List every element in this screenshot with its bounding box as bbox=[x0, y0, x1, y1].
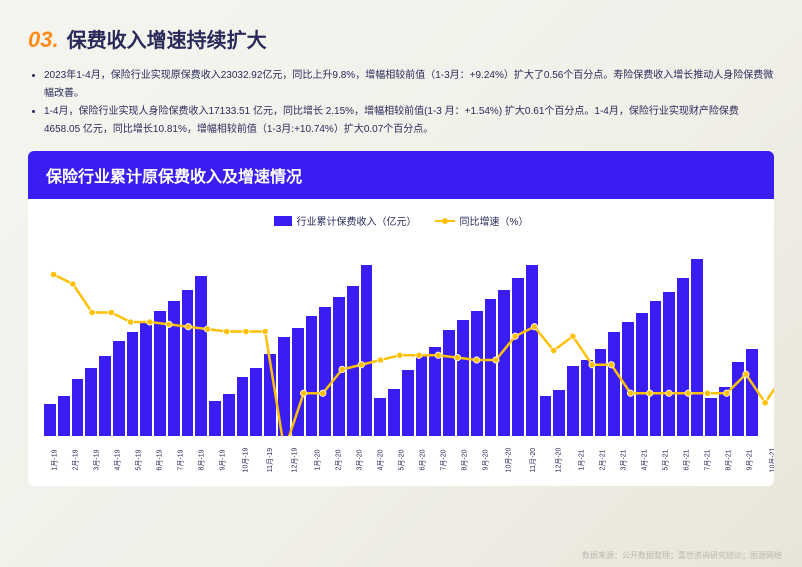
bar bbox=[223, 394, 235, 436]
bar bbox=[567, 366, 579, 436]
bar bbox=[636, 313, 648, 437]
chart-title: 保险行业累计原保费收入及增速情况 bbox=[28, 151, 774, 199]
bar bbox=[44, 404, 56, 436]
bar bbox=[333, 297, 345, 436]
bar bbox=[471, 311, 483, 436]
bar bbox=[361, 265, 373, 436]
chart-legend: 行业累计保费收入（亿元） 同比增速（%） bbox=[28, 213, 774, 228]
bar bbox=[72, 379, 84, 436]
bar bbox=[250, 368, 262, 436]
legend-line-swatch bbox=[435, 220, 455, 222]
bar bbox=[429, 347, 441, 436]
bar bbox=[58, 396, 70, 436]
bar bbox=[595, 349, 607, 436]
bar bbox=[319, 307, 331, 436]
bullet-list: 2023年1-4月，保险行业实现原保费收入23032.92亿元，同比上升9.8%… bbox=[28, 67, 774, 139]
bar bbox=[622, 322, 634, 436]
bar bbox=[581, 360, 593, 436]
bar bbox=[195, 276, 207, 436]
bullet-item: 2023年1-4月，保险行业实现原保费收入23032.92亿元，同比上升9.8%… bbox=[44, 67, 774, 103]
page-title-row: 03. 保费收入增速持续扩大 bbox=[28, 24, 774, 53]
bar bbox=[416, 356, 428, 436]
legend-line-label: 同比增速（%） bbox=[460, 213, 529, 228]
legend-bar-item: 行业累计保费收入（亿元） bbox=[274, 213, 417, 228]
bar bbox=[402, 370, 414, 437]
bar bbox=[719, 387, 731, 436]
bar bbox=[113, 341, 125, 436]
bar bbox=[677, 278, 689, 436]
bar bbox=[540, 396, 552, 436]
bar bbox=[457, 320, 469, 436]
bar bbox=[553, 390, 565, 436]
bar bbox=[691, 259, 703, 436]
bar bbox=[99, 356, 111, 436]
data-source: 数据来源：公开数据整理；嘉世咨询研究结论；图源网络 bbox=[582, 550, 782, 561]
bar bbox=[347, 286, 359, 436]
legend-line-item: 同比增速（%） bbox=[435, 213, 529, 228]
bar bbox=[306, 316, 318, 436]
bar bbox=[746, 349, 758, 436]
bar bbox=[292, 328, 304, 436]
bar bbox=[237, 377, 249, 436]
bar bbox=[209, 401, 221, 436]
bar bbox=[485, 299, 497, 436]
bar bbox=[705, 398, 717, 436]
bar bbox=[526, 265, 538, 436]
bar-container bbox=[44, 246, 758, 436]
bar bbox=[650, 301, 662, 436]
legend-bar-swatch bbox=[274, 216, 292, 226]
bar bbox=[732, 362, 744, 436]
bar bbox=[140, 322, 152, 436]
bar bbox=[85, 368, 97, 436]
bullet-item: 1-4月，保险行业实现人身险保费收入17133.51 亿元，同比增长 2.15%… bbox=[44, 103, 774, 139]
bar bbox=[374, 398, 386, 436]
chart-area: 1月-192月-193月-194月-195月-196月-197月-198月-19… bbox=[28, 236, 774, 486]
bar bbox=[168, 301, 180, 436]
bar bbox=[443, 330, 455, 436]
chart-card: 保险行业累计原保费收入及增速情况 行业累计保费收入（亿元） 同比增速（%） 1月… bbox=[28, 151, 774, 486]
x-axis-labels: 1月-192月-193月-194月-195月-196月-197月-198月-19… bbox=[44, 438, 758, 482]
bar bbox=[278, 337, 290, 436]
bar bbox=[608, 332, 620, 437]
legend-bar-label: 行业累计保费收入（亿元） bbox=[297, 213, 417, 228]
bar bbox=[127, 332, 139, 437]
x-label: 10月-21 bbox=[750, 448, 774, 473]
bar bbox=[154, 311, 166, 436]
bar bbox=[264, 354, 276, 436]
bar bbox=[512, 278, 524, 436]
section-title: 保费收入增速持续扩大 bbox=[67, 24, 267, 53]
section-number: 03. bbox=[28, 27, 59, 53]
bar bbox=[663, 292, 675, 436]
bar bbox=[388, 389, 400, 437]
bar bbox=[182, 290, 194, 436]
bar bbox=[498, 290, 510, 436]
